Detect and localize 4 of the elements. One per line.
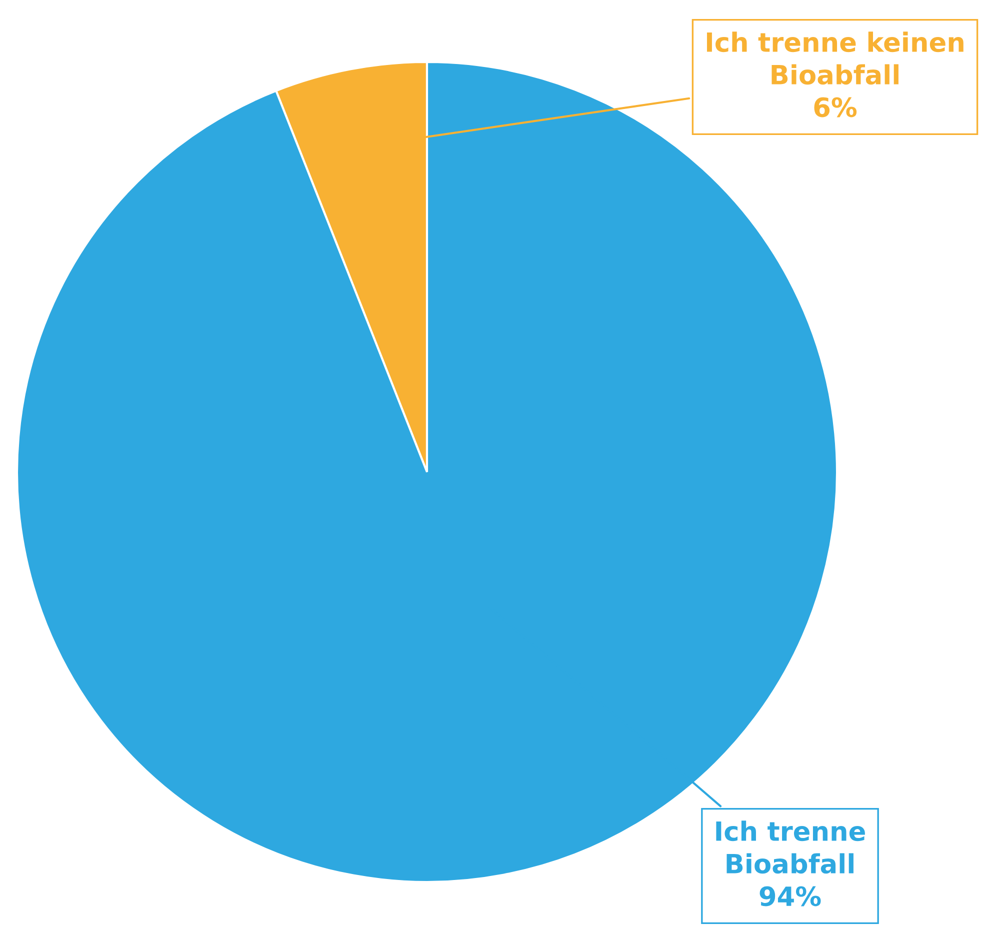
slice-label: Ich trenne Bioabfall (716, 820, 865, 874)
data-label: 6% (814, 97, 857, 118)
data-label: 94% (760, 886, 821, 906)
slice-label: Ich trenne keinen Bioabfall (706, 32, 964, 85)
